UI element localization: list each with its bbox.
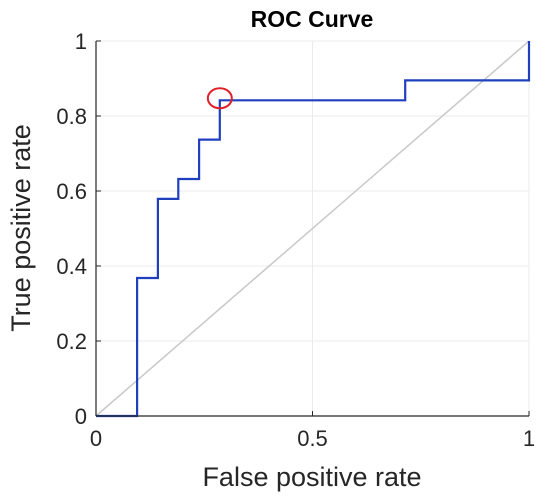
- x-tick-label-2: 1: [523, 426, 535, 451]
- reference-diagonal: [95, 40, 530, 417]
- optimal-point-marker: [206, 87, 233, 110]
- y-axis-label: True positive rate: [6, 124, 36, 332]
- x-axis-label: False positive rate: [202, 462, 421, 492]
- y-tick-label-4: 0.8: [56, 104, 87, 129]
- chart-title: ROC Curve: [251, 6, 374, 32]
- y-tick-label-3: 0.6: [56, 179, 87, 204]
- y-tick-label-2: 0.4: [56, 254, 87, 279]
- series-layer: [96, 41, 531, 418]
- y-tick-label-1: 0.2: [56, 329, 87, 354]
- y-tick-label-0: 0: [75, 404, 87, 429]
- axes: [95, 40, 530, 417]
- roc-curve-line-0: [96, 41, 531, 418]
- marker-layer: [206, 87, 233, 110]
- chance-line: [95, 40, 530, 417]
- y-tick-label-5: 1: [75, 29, 87, 54]
- x-tick-label-1: 0.5: [297, 426, 328, 451]
- tick-labels: 0 0.5 1 0 0.2 0.4 0.6 0.8 1: [56, 29, 535, 451]
- x-tick-label-0: 0: [90, 426, 102, 451]
